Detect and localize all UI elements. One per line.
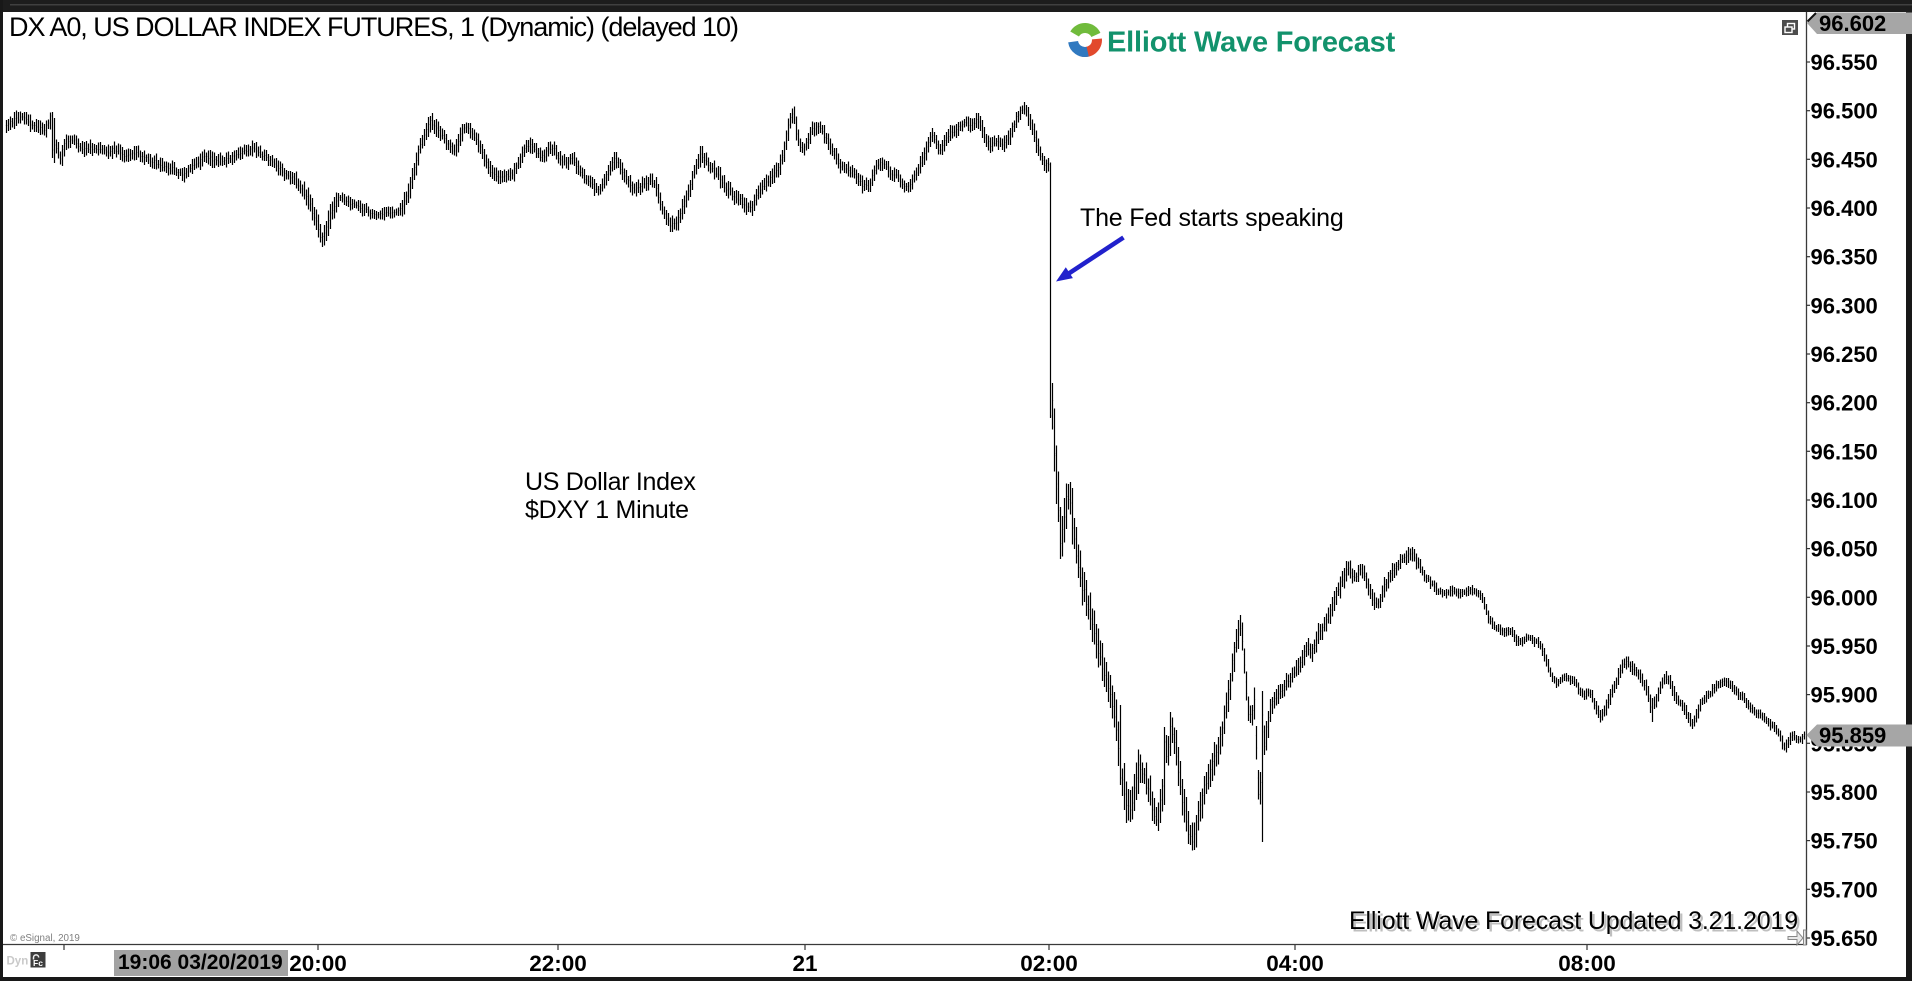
svg-text:96.000: 96.000 xyxy=(1811,585,1878,610)
svg-text:Elliott Wave Forecast Updated: Elliott Wave Forecast Updated 3.21.2019 xyxy=(1351,910,1800,938)
svg-text:US Dollar Index: US Dollar Index xyxy=(525,468,696,496)
svg-text:Elliott Wave Forecast: Elliott Wave Forecast xyxy=(1107,27,1396,59)
svg-text:19:06 03/20/2019: 19:06 03/20/2019 xyxy=(118,951,283,974)
svg-text:96.550: 96.550 xyxy=(1811,50,1878,75)
svg-text:Fc: Fc xyxy=(33,958,43,968)
svg-text:96.500: 96.500 xyxy=(1811,99,1878,124)
svg-text:96.200: 96.200 xyxy=(1811,391,1878,416)
svg-text:© eSignal, 2019: © eSignal, 2019 xyxy=(10,933,80,944)
svg-text:Elliott Wave Forecast Updated: Elliott Wave Forecast Updated 3.21.2019 xyxy=(1349,907,1798,935)
svg-text:96.602: 96.602 xyxy=(1819,11,1886,36)
svg-text:95.900: 95.900 xyxy=(1811,683,1878,708)
svg-text:08:00: 08:00 xyxy=(1558,951,1616,976)
svg-text:The Fed starts speaking: The Fed starts speaking xyxy=(1080,204,1344,232)
svg-text:DX A0, US DOLLAR INDEX FUTURES: DX A0, US DOLLAR INDEX FUTURES, 1 (Dynam… xyxy=(9,12,738,42)
svg-text:95.950: 95.950 xyxy=(1811,634,1878,659)
svg-text:95.800: 95.800 xyxy=(1811,780,1878,805)
svg-text:96.450: 96.450 xyxy=(1811,147,1878,172)
svg-text:95.650: 95.650 xyxy=(1811,926,1878,951)
svg-text:$DXY 1 Minute: $DXY 1 Minute xyxy=(525,496,689,524)
svg-text:95.700: 95.700 xyxy=(1811,877,1878,902)
svg-text:96.250: 96.250 xyxy=(1811,342,1878,367)
svg-text:96.150: 96.150 xyxy=(1811,439,1878,464)
svg-text:95.750: 95.750 xyxy=(1811,829,1878,854)
svg-text:02:00: 02:00 xyxy=(1020,951,1078,976)
svg-text:04:00: 04:00 xyxy=(1266,951,1324,976)
svg-text:96.350: 96.350 xyxy=(1811,245,1878,270)
svg-text:22:00: 22:00 xyxy=(529,951,587,976)
svg-text:96.300: 96.300 xyxy=(1811,293,1878,318)
svg-text:96.050: 96.050 xyxy=(1811,537,1878,562)
svg-text:96.100: 96.100 xyxy=(1811,488,1878,513)
svg-text:20:00: 20:00 xyxy=(289,951,347,976)
svg-text:95.859: 95.859 xyxy=(1819,723,1886,748)
svg-text:21: 21 xyxy=(792,951,817,976)
svg-text:Dyn: Dyn xyxy=(7,956,29,968)
svg-text:96.400: 96.400 xyxy=(1811,196,1878,221)
